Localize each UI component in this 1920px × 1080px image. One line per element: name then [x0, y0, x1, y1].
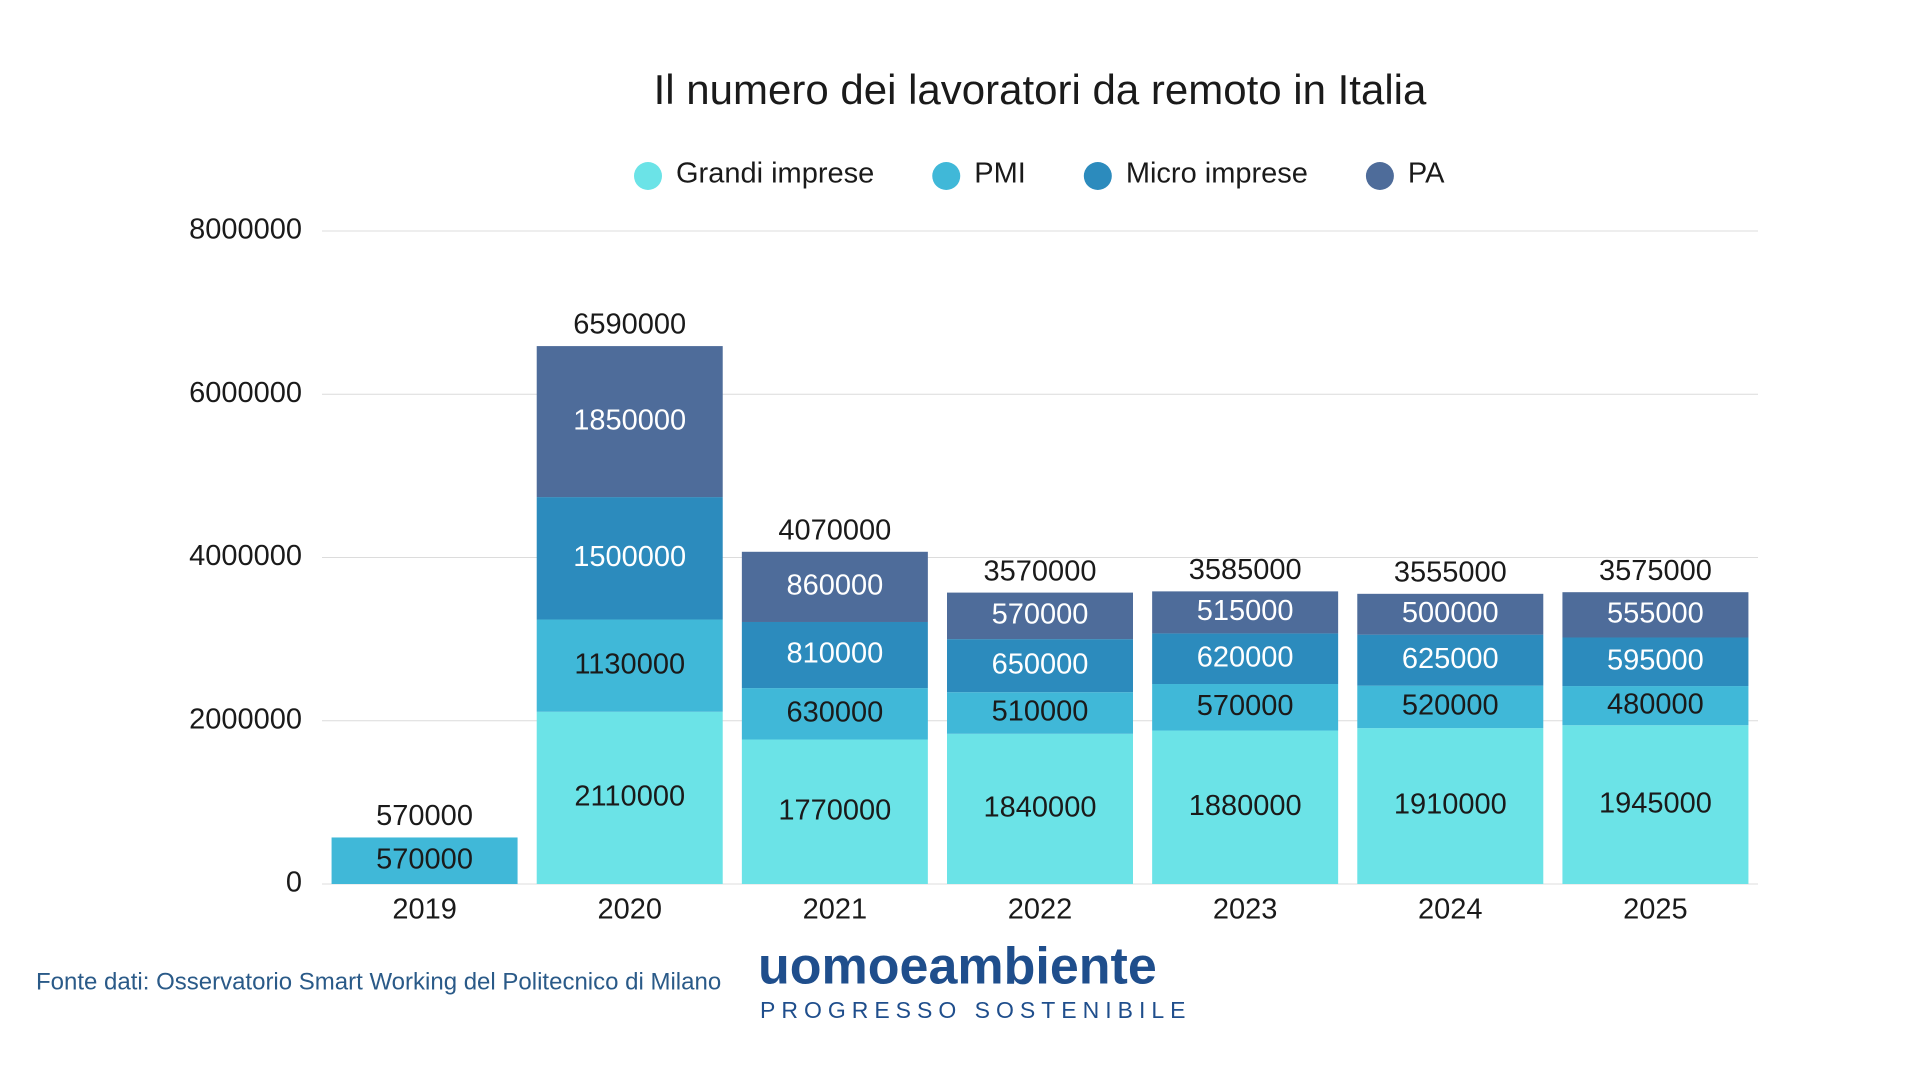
total-label: 3585000 [1189, 554, 1302, 586]
logo-name: uomoeambiente [758, 938, 1157, 996]
value-label: 2110000 [574, 781, 685, 813]
source: Fonte dati: Osservatorio Smart Working d… [36, 968, 721, 995]
value-label: 570000 [1197, 690, 1294, 722]
value-label: 1770000 [778, 794, 891, 826]
bar-segment [1357, 634, 1544, 686]
x-tick-label: 2022 [1008, 894, 1073, 926]
legend-label: PA [1408, 158, 1445, 190]
bar-segment [1152, 633, 1339, 685]
value-label: 510000 [992, 696, 1089, 728]
value-label: 595000 [1607, 644, 1704, 676]
total-label: 4070000 [778, 514, 891, 546]
value-label: 1500000 [573, 541, 686, 573]
bar-segment [947, 639, 1133, 693]
value-label: 650000 [992, 648, 1089, 680]
total-label: 570000 [376, 800, 473, 832]
y-tick-label: 8000000 [189, 214, 302, 246]
value-label: 1910000 [1394, 789, 1507, 821]
y-tick-label: 0 [286, 867, 302, 899]
bar-segment [1357, 593, 1544, 635]
y-tick-label: 4000000 [189, 540, 302, 572]
value-label: 1840000 [984, 792, 1097, 824]
bar-segment [1357, 685, 1544, 729]
y-tick-label: 6000000 [189, 377, 302, 409]
bar-segment [741, 551, 928, 622]
bar-segment [1152, 730, 1339, 884]
x-tick-label: 2021 [803, 894, 868, 926]
value-label: 515000 [1197, 595, 1294, 627]
bar-segment [1562, 686, 1749, 726]
bar-segment [1357, 728, 1544, 884]
legend-swatch [634, 162, 662, 190]
bar-segment [741, 621, 928, 689]
bar-segment [1562, 725, 1749, 884]
total-label: 6590000 [573, 309, 686, 341]
bar-segment [741, 688, 928, 740]
x-tick-label: 2024 [1418, 894, 1483, 926]
legend-swatch [932, 162, 961, 190]
value-label: 1130000 [574, 648, 685, 680]
total-label: 3555000 [1394, 556, 1507, 588]
value-label: 1850000 [573, 404, 686, 436]
value-label: 1880000 [1189, 790, 1302, 822]
value-label: 1945000 [1599, 787, 1712, 819]
x-tick-label: 2025 [1623, 894, 1688, 926]
bar-segment [536, 497, 723, 620]
legend-label: Micro imprese [1126, 158, 1308, 190]
x-tick-label: 2020 [597, 894, 662, 926]
bar-segment [536, 619, 723, 712]
bar-segment [1562, 592, 1749, 638]
x-tick-label: 2023 [1213, 894, 1278, 926]
value-label: 620000 [1197, 641, 1294, 673]
legend-label: Grandi imprese [676, 158, 874, 190]
y-tick-label: 2000000 [189, 703, 302, 735]
value-label: 630000 [786, 696, 883, 728]
legend-swatch [1365, 162, 1394, 190]
value-label: 555000 [1607, 597, 1704, 629]
legend-label: PMI [974, 158, 1026, 190]
value-label: 570000 [376, 843, 473, 875]
value-label: 625000 [1402, 643, 1499, 675]
bar-segment [947, 692, 1133, 734]
legend-swatch [1083, 162, 1112, 190]
value-label: 860000 [786, 570, 883, 602]
total-label: 3575000 [1599, 555, 1712, 587]
bar-segment [1562, 637, 1749, 687]
bar-segment [1152, 684, 1339, 731]
x-tick-label: 2019 [392, 894, 457, 926]
bar-segment [536, 346, 723, 498]
bar-segment [741, 739, 928, 884]
value-label: 500000 [1402, 597, 1499, 629]
bar-segment [947, 733, 1133, 884]
bar-segment [1152, 591, 1339, 634]
logo-tagline: PROGRESSO SOSTENIBILE [760, 997, 1191, 1023]
value-label: 480000 [1607, 688, 1704, 720]
bar-segment [947, 592, 1133, 640]
bar-segment [331, 837, 518, 884]
chart-title: Il numero dei lavoratori da remoto in It… [654, 66, 1427, 113]
value-label: 810000 [786, 638, 883, 670]
value-label: 570000 [992, 599, 1089, 631]
bar-segment [536, 711, 723, 884]
total-label: 3570000 [984, 555, 1097, 587]
value-label: 520000 [1402, 690, 1499, 722]
